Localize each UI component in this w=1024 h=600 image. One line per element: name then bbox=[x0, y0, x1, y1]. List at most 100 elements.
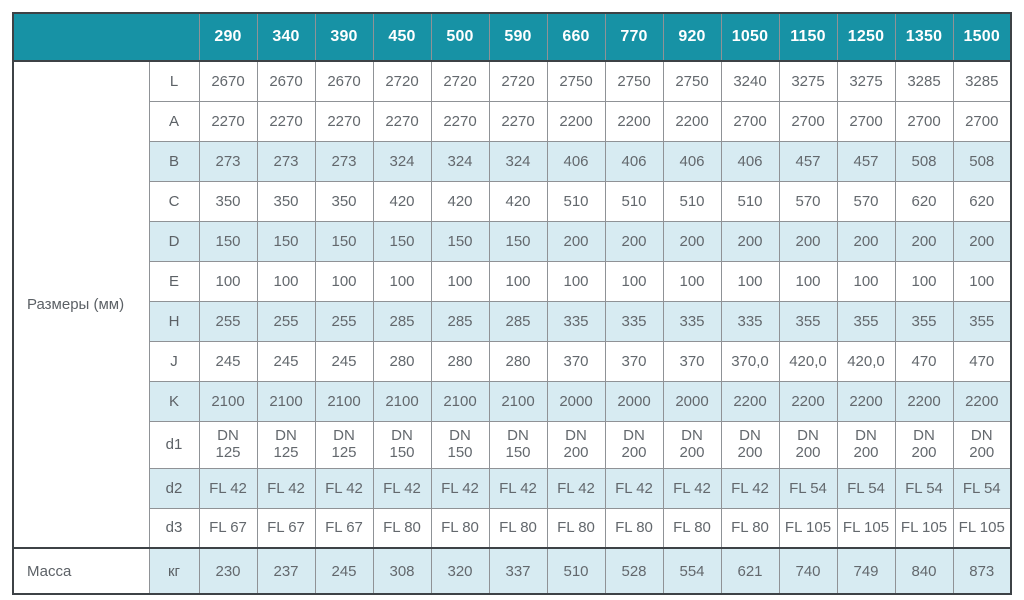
data-cell-B-1050: 406 bbox=[720, 140, 780, 182]
table-row-d3: d3 FL 67 FL 67 FL 67 FL 80 FL 80 FL 80 FL 80 FL … bbox=[13, 507, 1012, 549]
data-cell-A-1350: 2700 bbox=[894, 100, 954, 142]
data-cell-D-770: 200 bbox=[604, 220, 664, 262]
data-cell-E-1050: 100 bbox=[720, 260, 780, 302]
data-cell-H-390: 255 bbox=[314, 300, 374, 342]
row-label-kg: кг bbox=[148, 547, 200, 595]
data-cell-B-450: 324 bbox=[372, 140, 432, 182]
data-cell-d3-1250: FL 105 bbox=[836, 507, 896, 549]
data-cell-kg-660: 510 bbox=[546, 547, 606, 595]
data-cell-B-290: 273 bbox=[198, 140, 258, 182]
data-cell-B-500: 324 bbox=[430, 140, 490, 182]
data-cell-E-770: 100 bbox=[604, 260, 664, 302]
data-cell-d2-1500: FL 54 bbox=[952, 467, 1012, 509]
data-cell-D-1150: 200 bbox=[778, 220, 838, 262]
data-cell-H-920: 335 bbox=[662, 300, 722, 342]
data-cell-L-450: 2720 bbox=[372, 60, 432, 102]
data-cell-K-920: 2000 bbox=[662, 380, 722, 422]
data-cell-C-920: 510 bbox=[662, 180, 722, 222]
data-cell-H-450: 285 bbox=[372, 300, 432, 342]
data-cell-A-290: 2270 bbox=[198, 100, 258, 142]
data-cell-d2-590: FL 42 bbox=[488, 467, 548, 509]
data-cell-E-920: 100 bbox=[662, 260, 722, 302]
row-label-H: H bbox=[148, 300, 200, 342]
data-cell-d1-500: DN 150 bbox=[430, 420, 490, 469]
data-cell-E-1500: 100 bbox=[952, 260, 1012, 302]
data-cell-H-1250: 355 bbox=[836, 300, 896, 342]
column-header-1050: 1050 bbox=[720, 12, 780, 62]
section-label-mass: Масса bbox=[12, 547, 150, 595]
table-row-A: A 2270 2270 2270 2270 2270 2270 2200 2200 2200 270… bbox=[13, 100, 1012, 142]
data-cell-d1-770: DN 200 bbox=[604, 420, 664, 469]
column-header-450: 450 bbox=[372, 12, 432, 62]
data-cell-C-500: 420 bbox=[430, 180, 490, 222]
data-cell-D-1350: 200 bbox=[894, 220, 954, 262]
column-header-390: 390 bbox=[314, 12, 374, 62]
data-cell-B-660: 406 bbox=[546, 140, 606, 182]
data-cell-L-660: 2750 bbox=[546, 60, 606, 102]
data-cell-d2-1050: FL 42 bbox=[720, 467, 780, 509]
data-cell-kg-340: 237 bbox=[256, 547, 316, 595]
data-cell-E-390: 100 bbox=[314, 260, 374, 302]
data-cell-d1-920: DN 200 bbox=[662, 420, 722, 469]
data-cell-K-340: 2100 bbox=[256, 380, 316, 422]
data-cell-E-290: 100 bbox=[198, 260, 258, 302]
table-row-L: Размеры (мм) L 2670 2670 2670 2720 2720 2720 275… bbox=[12, 60, 1012, 549]
data-cell-d1-660: DN 200 bbox=[546, 420, 606, 469]
data-cell-J-500: 280 bbox=[430, 340, 490, 382]
row-label-d1: d1 bbox=[148, 420, 200, 469]
data-cell-d2-1150: FL 54 bbox=[778, 467, 838, 509]
data-cell-L-590: 2720 bbox=[488, 60, 548, 102]
data-cell-E-660: 100 bbox=[546, 260, 606, 302]
data-cell-J-450: 280 bbox=[372, 340, 432, 382]
column-header-920: 920 bbox=[662, 12, 722, 62]
data-cell-d2-340: FL 42 bbox=[256, 467, 316, 509]
data-cell-d2-770: FL 42 bbox=[604, 467, 664, 509]
data-cell-d3-590: FL 80 bbox=[488, 507, 548, 549]
row-label-A: A bbox=[148, 100, 200, 142]
data-cell-d3-770: FL 80 bbox=[604, 507, 664, 549]
table-row-H: H 255 255 255 285 285 285 335 335 335 335 355 355 355… bbox=[13, 300, 1012, 342]
data-cell-H-1150: 355 bbox=[778, 300, 838, 342]
data-cell-C-1150: 570 bbox=[778, 180, 838, 222]
data-cell-kg-590: 337 bbox=[488, 547, 548, 595]
data-cell-d3-1050: FL 80 bbox=[720, 507, 780, 549]
data-cell-J-590: 280 bbox=[488, 340, 548, 382]
data-cell-C-1500: 620 bbox=[952, 180, 1012, 222]
column-header-500: 500 bbox=[430, 12, 490, 62]
data-cell-d2-1350: FL 54 bbox=[894, 467, 954, 509]
data-cell-C-590: 420 bbox=[488, 180, 548, 222]
data-cell-d1-1050: DN 200 bbox=[720, 420, 780, 469]
data-cell-K-450: 2100 bbox=[372, 380, 432, 422]
data-cell-D-1050: 200 bbox=[720, 220, 780, 262]
table-row-C: C 350 350 350 420 420 420 510 510 510 510 570 570 620… bbox=[13, 180, 1012, 222]
data-cell-K-590: 2100 bbox=[488, 380, 548, 422]
data-cell-d1-1150: DN 200 bbox=[778, 420, 838, 469]
table-row-mass: Масса кг 230 237 245 308 320 337 510 528 554 621 740… bbox=[12, 547, 1012, 595]
column-header-590: 590 bbox=[488, 12, 548, 62]
data-cell-d2-1250: FL 54 bbox=[836, 467, 896, 509]
data-cell-D-1500: 200 bbox=[952, 220, 1012, 262]
column-header-340: 340 bbox=[256, 12, 316, 62]
data-cell-d3-340: FL 67 bbox=[256, 507, 316, 549]
data-cell-d1-340: DN 125 bbox=[256, 420, 316, 469]
data-cell-A-340: 2270 bbox=[256, 100, 316, 142]
data-cell-L-1250: 3275 bbox=[836, 60, 896, 102]
data-cell-L-390: 2670 bbox=[314, 60, 374, 102]
header-corner-cell bbox=[12, 12, 200, 62]
data-cell-D-450: 150 bbox=[372, 220, 432, 262]
table-header: 290 340 390 450 500 590 660 770 920 1050 1150 1250 1… bbox=[12, 12, 1012, 62]
data-cell-L-770: 2750 bbox=[604, 60, 664, 102]
data-cell-K-1150: 2200 bbox=[778, 380, 838, 422]
data-cell-L-500: 2720 bbox=[430, 60, 490, 102]
data-cell-L-340: 2670 bbox=[256, 60, 316, 102]
data-cell-J-1050: 370,0 bbox=[720, 340, 780, 382]
data-cell-J-290: 245 bbox=[198, 340, 258, 382]
data-cell-kg-770: 528 bbox=[604, 547, 664, 595]
data-cell-A-1500: 2700 bbox=[952, 100, 1012, 142]
data-cell-A-920: 2200 bbox=[662, 100, 722, 142]
data-cell-K-290: 2100 bbox=[198, 380, 258, 422]
data-cell-C-1350: 620 bbox=[894, 180, 954, 222]
data-cell-C-390: 350 bbox=[314, 180, 374, 222]
data-cell-d2-920: FL 42 bbox=[662, 467, 722, 509]
data-cell-A-770: 2200 bbox=[604, 100, 664, 142]
